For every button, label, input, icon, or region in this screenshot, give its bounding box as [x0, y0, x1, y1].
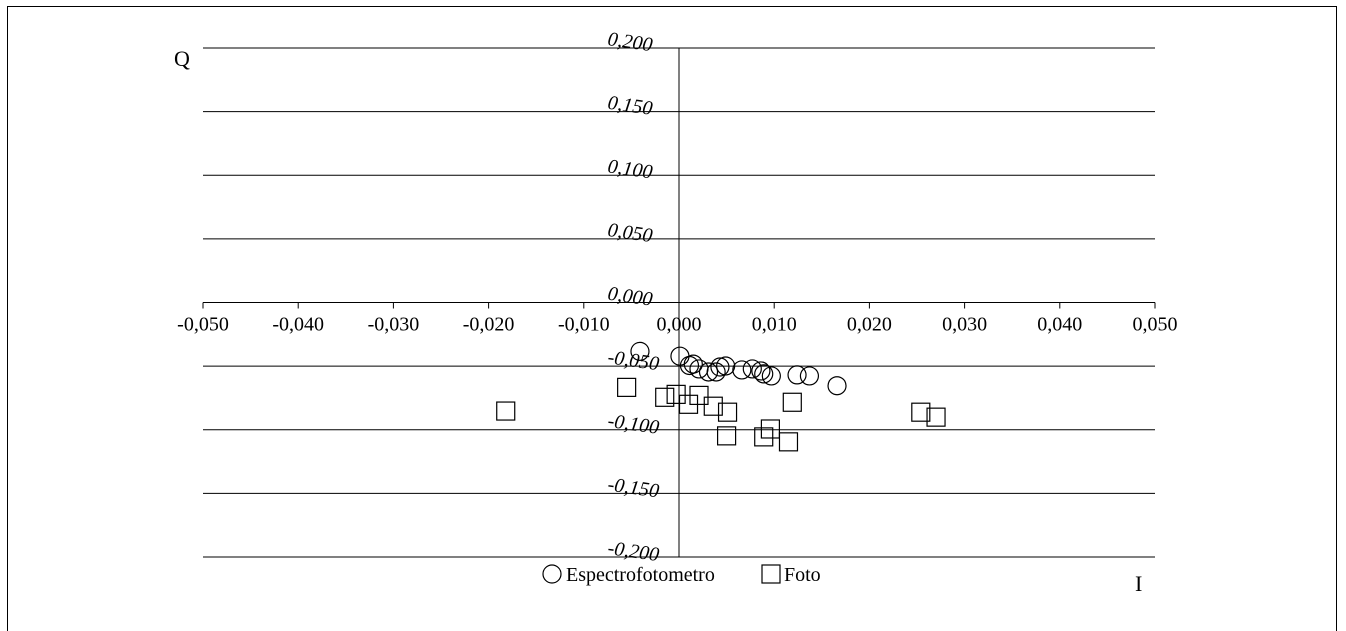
- legend-marker-espectrofotometro: [542, 564, 562, 584]
- point-foto: [926, 407, 946, 427]
- point-espectrofotometro: [716, 356, 736, 376]
- point-foto: [911, 402, 931, 422]
- axes: [202, 48, 1156, 557]
- point-foto: [689, 385, 709, 405]
- point-espectrofotometro: [670, 346, 690, 366]
- point-espectrofotometro: [710, 357, 730, 377]
- tick-labels: -0,050 -0,040 -0,030 -0,020 -0,010 0,000 0,010…: [177, 28, 1177, 566]
- chart-frame: [7, 6, 1337, 631]
- legend-label-foto: Foto: [784, 564, 821, 586]
- y-tick-label: 0,150: [606, 92, 654, 120]
- x-tick-label: -0,010: [558, 314, 610, 336]
- point-foto: [716, 426, 737, 446]
- point-espectrofotometro: [751, 361, 771, 381]
- point-espectrofotometro: [732, 360, 752, 380]
- x-tick-label: 0,050: [1133, 314, 1178, 336]
- legend-marker-foto: [761, 564, 781, 584]
- x-tick-label: -0,040: [272, 314, 324, 336]
- point-espectrofotometro: [754, 364, 774, 384]
- y-tick-label: -0,150: [606, 474, 660, 503]
- y-axis-title: Q: [174, 46, 190, 71]
- point-espectrofotometro: [698, 362, 719, 382]
- point-foto: [778, 432, 799, 452]
- y-tick-label: 0,200: [606, 28, 654, 56]
- x-tick-label: -0,050: [177, 314, 229, 336]
- point-foto: [703, 396, 723, 416]
- point-espectrofotometro: [761, 366, 781, 386]
- y-tick-label: 0,100: [606, 155, 654, 183]
- point-espectrofotometro: [799, 366, 820, 386]
- point-espectrofotometro: [630, 341, 650, 361]
- point-espectrofotometro: [742, 359, 762, 379]
- point-espectrofotometro: [706, 362, 726, 382]
- x-tick-label: 0,000: [657, 314, 702, 336]
- x-tick-label: -0,020: [463, 314, 515, 336]
- point-foto: [617, 377, 637, 397]
- y-tick-label: -0,200: [606, 537, 660, 566]
- x-tick-label: 0,030: [942, 314, 987, 336]
- point-espectrofotometro: [787, 365, 807, 385]
- point-foto: [655, 387, 675, 407]
- point-foto: [760, 419, 780, 439]
- y-tick-label: 0,000: [606, 283, 654, 311]
- x-axis-title: I: [1135, 571, 1142, 596]
- point-foto: [754, 427, 774, 447]
- x-tick-label: 0,040: [1037, 314, 1082, 336]
- point-foto: [717, 402, 738, 422]
- point-foto: [496, 401, 516, 421]
- point-foto: [782, 392, 802, 412]
- y-tick-label: -0,050: [606, 346, 660, 375]
- point-foto: [666, 384, 686, 404]
- point-espectrofotometro: [827, 376, 847, 396]
- x-tick-label: 0,020: [847, 314, 892, 336]
- x-tick-label: 0,010: [752, 314, 797, 336]
- data-points: [496, 341, 946, 452]
- point-espectrofotometro: [689, 359, 709, 379]
- legend-label-espectrofotometro: Espectrofotometro: [566, 564, 715, 586]
- x-tick-label: -0,030: [368, 314, 420, 336]
- y-tick-label: -0,100: [606, 410, 660, 439]
- y-tick-label: 0,050: [606, 219, 654, 247]
- point-espectrofotometro: [683, 354, 703, 374]
- legend: Espectrofotometro Foto: [542, 564, 821, 586]
